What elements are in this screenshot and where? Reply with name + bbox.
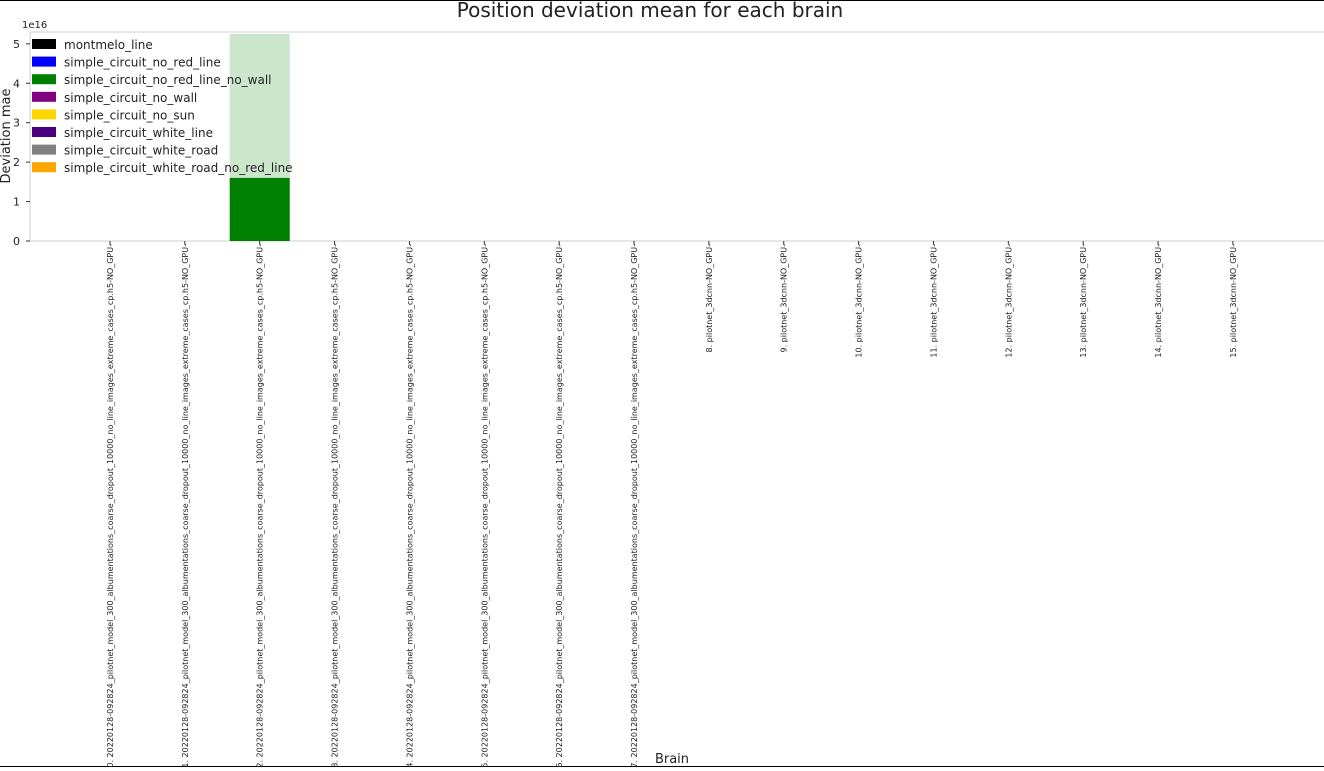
y-tick-label: 1 [13,196,20,209]
x-tick-label: 6. 20220128-092824_pilotnet_model_300_al… [555,244,564,767]
y-tick-label: 5 [13,38,20,51]
y-tick-label: 4 [13,77,20,90]
x-tick-label: 3. 20220128-092824_pilotnet_model_300_al… [331,244,340,767]
legend-swatch [32,127,56,137]
y-tick-label: 3 [13,117,20,130]
y-scale-label: 1e16 [22,20,47,31]
legend-label: simple_circuit_no_red_line [64,56,221,70]
legend-swatch [32,56,56,67]
x-tick-label: 14. pilotnet_3dcnn-NO_GPU- [1154,244,1163,358]
legend-label: simple_circuit_no_sun [64,108,195,122]
legend-label: montmelo_line [64,38,153,52]
legend-label: simple_circuit_no_red_line_no_wall [64,73,272,87]
legend-swatch [32,39,56,49]
x-axis-label: Brain [655,752,689,767]
x-tick-label: 2. 20220128-092824_pilotnet_model_300_al… [256,244,265,767]
y-axis-label: Deviation mae [0,89,14,184]
chart-title: Position deviation mean for each brain [457,0,843,22]
x-tick-label: 0. 20220128-092824_pilotnet_model_300_al… [106,244,115,767]
legend-label: simple_circuit_white_road_no_red_line [64,161,293,175]
x-tick-label: 11. pilotnet_3dcnn-NO_GPU- [929,244,938,358]
x-tick-label: 4. 20220128-092824_pilotnet_model_300_al… [405,244,414,767]
x-tick-label: 12. pilotnet_3dcnn-NO_GPU- [1004,244,1013,358]
x-tick-label: 1. 20220128-092824_pilotnet_model_300_al… [181,244,190,767]
legend-label: simple_circuit_white_road [64,144,218,158]
x-tick-label: 5. 20220128-092824_pilotnet_model_300_al… [480,244,489,767]
legend-swatch [32,74,56,85]
y-tick-label: 2 [13,156,20,169]
legend-swatch [32,91,56,102]
plot-area: 0 1 2 3 4 5 0. 20220128-092824_pilotnet_model_… [13,31,1324,768]
x-tick-label: 15. pilotnet_3dcnn-NO_GPU- [1229,244,1238,358]
x-tick-label: 10. pilotnet_3dcnn-NO_GPU- [855,244,864,358]
plot-frame [29,31,1324,242]
x-tick-label: 13. pilotnet_3dcnn-NO_GPU- [1079,244,1088,358]
x-tick-label: 8. pilotnet_3dcnn-NO_GPU- [705,244,714,353]
bar-simple-circuit-no-red-line-no-wall [229,177,290,241]
legend-label: simple_circuit_no_wall [64,91,197,105]
legend-swatch [32,109,56,120]
legend-swatch [32,162,56,173]
x-tick-label: 9. pilotnet_3dcnn-NO_GPU- [780,244,789,353]
x-tick-label: 7. 20220128-092824_pilotnet_model_300_al… [630,244,639,767]
legend-label: simple_circuit_white_line [64,126,213,140]
y-tick-label: 0 [13,235,20,248]
legend-swatch [32,144,56,155]
